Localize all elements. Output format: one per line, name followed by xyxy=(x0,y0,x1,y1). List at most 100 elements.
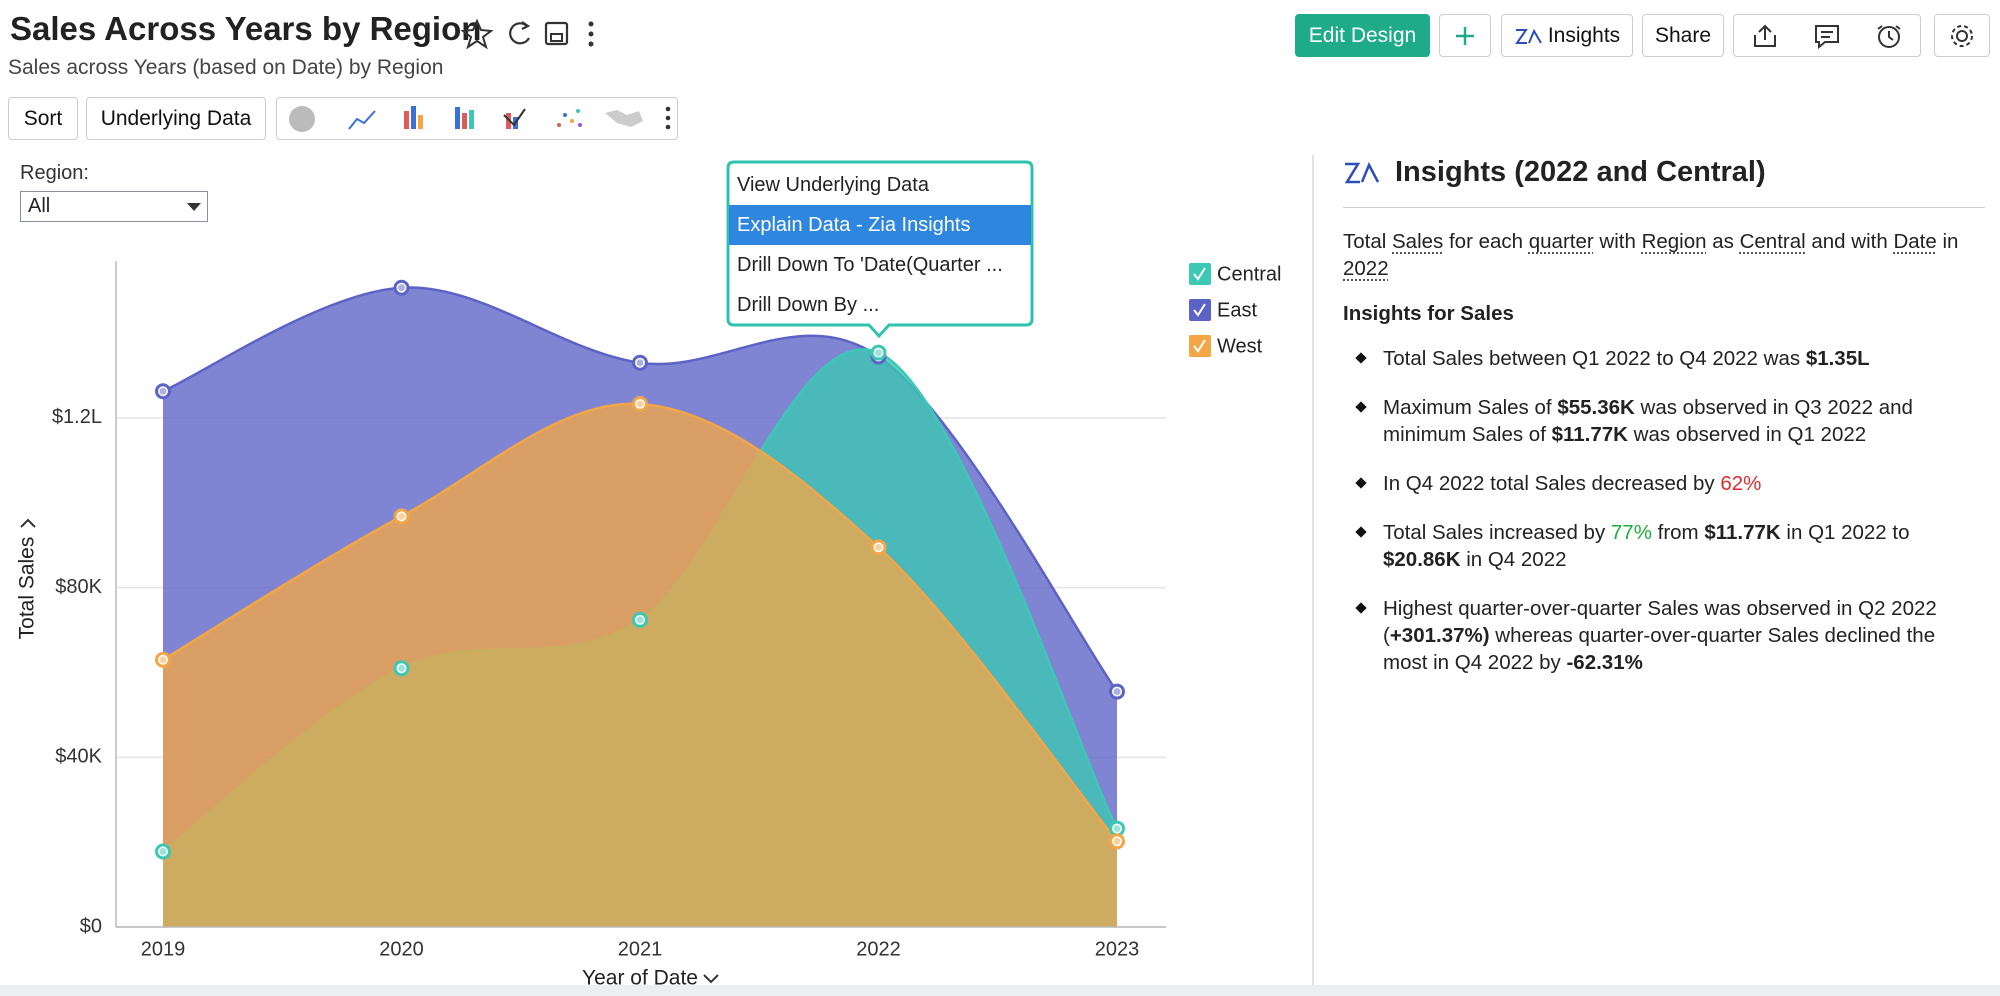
y-axis-chevron xyxy=(20,518,36,528)
menu-item[interactable]: Drill Down To 'Date(Quarter ... xyxy=(737,254,1003,276)
data-point-core xyxy=(875,543,882,551)
chart-type-icons xyxy=(289,105,671,132)
data-point-core xyxy=(1113,688,1121,696)
panel-divider xyxy=(1312,155,1314,985)
add-button[interactable] xyxy=(1439,14,1491,57)
insight-text: Central xyxy=(1739,230,1806,253)
data-point-core xyxy=(636,359,644,367)
insight-text: in xyxy=(1936,230,1959,253)
insight-text: Sales xyxy=(1392,230,1444,253)
favorite-icon[interactable] xyxy=(460,18,494,50)
title-icons xyxy=(460,18,594,50)
save-icon[interactable] xyxy=(544,21,569,46)
scatter-icon[interactable] xyxy=(557,108,582,127)
export-icon[interactable] xyxy=(1751,23,1779,49)
action-icon-group xyxy=(1733,14,1921,57)
area-line xyxy=(162,286,1119,693)
y-axis-title: Total Sales xyxy=(16,537,39,640)
combo-icon[interactable] xyxy=(503,107,526,129)
insight-text: +301.37%) xyxy=(1389,624,1490,647)
insights-subheading: Insights for Sales xyxy=(1343,302,1514,325)
insight-text: was observed in Q3 2022 and minimum Sale… xyxy=(1383,396,1913,446)
area xyxy=(163,403,1117,927)
insight-text: in Q4 2022 xyxy=(1460,548,1567,571)
y-tick-label: $1.2L xyxy=(52,406,102,428)
stacked-bar-icon[interactable] xyxy=(455,106,474,129)
insights-button-label: Insights xyxy=(1547,23,1621,47)
insight-text: In Q4 2022 total Sales decreased by xyxy=(1383,472,1721,495)
bottom-bar xyxy=(0,985,2000,996)
save-icon-detail xyxy=(550,33,563,42)
line-icon[interactable] xyxy=(348,109,376,130)
x-tick-label: 2019 xyxy=(141,938,186,960)
data-point-core xyxy=(636,616,644,624)
insight-text: $11.77K xyxy=(1704,521,1781,544)
more-dot[interactable] xyxy=(588,21,594,27)
insight-text: $11.77K xyxy=(1551,423,1628,446)
insight-text: was observed in Q1 2022 xyxy=(1627,423,1867,446)
insights-button[interactable]: Insights xyxy=(1501,14,1633,57)
insight-text: for each xyxy=(1443,230,1529,253)
legend-label: East xyxy=(1217,299,1257,321)
insight-text: Region xyxy=(1641,230,1707,253)
legend-label: Central xyxy=(1217,263,1281,285)
more-dot xyxy=(588,41,594,47)
insight-text: $55.36K xyxy=(1557,396,1635,419)
insight-text: whereas quarter-over-quarter Sales decli… xyxy=(1383,624,1936,674)
insights-panel: Insights (2022 and Central) Total Sales … xyxy=(1343,156,1985,698)
data-point-core xyxy=(636,400,644,408)
legend-check xyxy=(1193,339,1206,353)
share-button[interactable]: Share xyxy=(1642,14,1724,57)
insight-text: and with xyxy=(1805,230,1894,253)
menu-item[interactable]: Drill Down By ... xyxy=(737,294,880,316)
map-icon[interactable] xyxy=(605,109,643,127)
context-menu: View Underlying Data Explain Data - Zia I… xyxy=(729,165,1031,325)
data-point-core xyxy=(159,656,167,664)
menu-item[interactable]: Explain Data - Zia Insights xyxy=(729,205,1031,245)
insight-text: from xyxy=(1651,521,1705,544)
refresh-arrow xyxy=(521,21,531,30)
x-axis-title: Year of Date xyxy=(582,967,698,990)
insight-text: Date xyxy=(1893,230,1937,253)
x-tick-label: 2023 xyxy=(1095,938,1140,960)
insight-text: Maximum Sales of xyxy=(1383,396,1558,419)
legend-check xyxy=(1193,267,1206,281)
data-point-core xyxy=(398,284,405,292)
y-tick-label: $0 xyxy=(80,915,102,937)
x-tick-label: 2020 xyxy=(379,938,424,960)
edit-design-button[interactable]: Edit Design xyxy=(1295,14,1430,57)
pie-icon[interactable] xyxy=(289,105,315,132)
comment-icon[interactable] xyxy=(1813,23,1841,49)
sort-button[interactable]: Sort xyxy=(8,97,78,140)
data-point-core xyxy=(159,387,167,395)
filter-label: Region: xyxy=(20,162,89,184)
insight-text: $20.86K xyxy=(1383,548,1461,571)
x-tick-label: 2022 xyxy=(856,938,901,960)
more-dot xyxy=(588,31,594,37)
refresh-icon[interactable] xyxy=(509,22,530,45)
bar-icon[interactable] xyxy=(404,105,423,129)
insight-text: 77% xyxy=(1610,521,1652,544)
x-axis-chevron xyxy=(703,974,719,984)
insight-text: Total xyxy=(1343,230,1392,253)
plus-icon xyxy=(1456,26,1474,45)
insights-title: Insights (2022 and Central) xyxy=(1395,156,1766,188)
data-point-core xyxy=(398,664,405,672)
x-tick-label: 2021 xyxy=(618,938,663,960)
region-filter[interactable]: All xyxy=(20,191,208,222)
settings-button[interactable] xyxy=(1934,14,1990,57)
insight-text: as xyxy=(1706,230,1740,253)
chart-type-toolbar xyxy=(276,97,678,140)
insight-text: Total Sales between Q1 2022 to Q4 2022 w… xyxy=(1383,347,1806,370)
insight-bullet: Total Sales increased by 77% from $11.77… xyxy=(1343,519,1985,573)
data-point-core xyxy=(875,349,882,357)
insight-text: 2022 xyxy=(1343,257,1389,280)
insight-bullet: Total Sales between Q1 2022 to Q4 2022 w… xyxy=(1343,345,1985,372)
schedule-icon[interactable] xyxy=(1875,23,1903,49)
legend-label: West xyxy=(1217,335,1263,357)
menu-item[interactable]: View Underlying Data xyxy=(737,174,929,196)
insight-text: in Q1 2022 to xyxy=(1780,521,1910,544)
underlying-data-button[interactable]: Underlying Data xyxy=(86,97,266,140)
insight-text: -62.31% xyxy=(1566,651,1643,674)
